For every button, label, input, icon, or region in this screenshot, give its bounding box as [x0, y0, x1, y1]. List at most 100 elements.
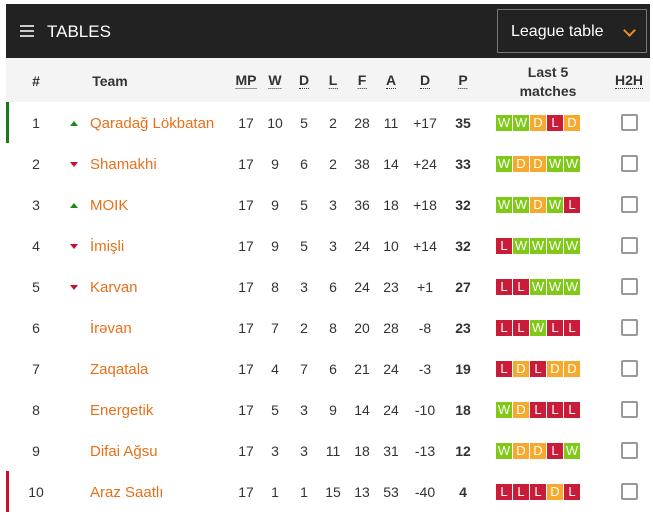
cell-d: 1 — [300, 484, 308, 500]
form-result[interactable]: D — [530, 443, 546, 459]
form-result[interactable]: W — [564, 156, 580, 172]
table-row: 5 17 8 3 6 24 23 +1 27 Karvan L L W W W — [6, 266, 650, 307]
col-w: W — [268, 72, 282, 89]
cell-a: 10 — [383, 238, 399, 254]
cell-gd: +14 — [413, 238, 437, 254]
chevron-down-icon — [623, 24, 636, 37]
form-result[interactable]: L — [564, 402, 580, 418]
form-result[interactable]: L — [564, 197, 580, 213]
h2h-checkbox[interactable] — [621, 155, 638, 172]
cell-gd: +1 — [417, 279, 433, 295]
team-link[interactable]: Qaradağ Lökbatan — [90, 115, 215, 132]
form-result[interactable]: W — [513, 115, 529, 131]
form-result[interactable]: D — [513, 443, 529, 459]
team-link[interactable]: Difai Ağsu — [90, 443, 158, 460]
form-result[interactable]: W — [513, 238, 529, 254]
trend-up-icon — [70, 203, 78, 208]
form-result[interactable]: L — [547, 115, 563, 131]
form-result[interactable]: W — [513, 197, 529, 213]
cell-gd: -3 — [418, 361, 432, 377]
form-result[interactable]: W — [564, 279, 580, 295]
h2h-checkbox[interactable] — [621, 442, 638, 459]
team-link[interactable]: İrəvan — [90, 320, 132, 337]
table-type-select[interactable]: League table — [497, 9, 647, 53]
form-result[interactable]: L — [513, 484, 529, 500]
form-result[interactable]: W — [547, 279, 563, 295]
form-result[interactable]: D — [513, 402, 529, 418]
form-result[interactable]: L — [547, 320, 563, 336]
header-title: TABLES — [47, 22, 111, 41]
form-result[interactable]: W — [496, 156, 512, 172]
table-row: 7 17 4 7 6 21 24 -3 19 Zaqatala L D L D D — [6, 348, 650, 389]
form-result[interactable]: L — [496, 361, 512, 377]
form-result[interactable]: D — [530, 115, 546, 131]
form-result[interactable]: W — [564, 443, 580, 459]
form-result[interactable]: D — [530, 197, 546, 213]
h2h-checkbox[interactable] — [621, 401, 638, 418]
form-result[interactable]: L — [547, 443, 563, 459]
form-result[interactable]: W — [547, 197, 563, 213]
team-link[interactable]: Zaqatala — [90, 361, 149, 378]
h2h-checkbox[interactable] — [621, 114, 638, 131]
h2h-checkbox[interactable] — [621, 319, 638, 336]
cell-p: 12 — [455, 443, 471, 459]
cell-p: 32 — [455, 238, 471, 254]
form-result[interactable]: W — [496, 402, 512, 418]
form-result[interactable]: W — [496, 197, 512, 213]
cell-l: 15 — [325, 484, 341, 500]
cell-f: 38 — [354, 156, 370, 172]
trend-down-icon — [70, 162, 78, 167]
cell-a: 11 — [383, 115, 399, 131]
form-result[interactable]: W — [547, 238, 563, 254]
form-result[interactable]: W — [530, 279, 546, 295]
h2h-checkbox[interactable] — [621, 196, 638, 213]
form-result[interactable]: D — [513, 361, 529, 377]
col-d: D — [298, 72, 310, 89]
form-result[interactable]: L — [513, 279, 529, 295]
cell-f: 13 — [354, 484, 370, 500]
cell-p: 19 — [455, 361, 471, 377]
h2h-checkbox[interactable] — [621, 360, 638, 377]
form-result[interactable]: L — [496, 238, 512, 254]
form-result[interactable]: L — [496, 279, 512, 295]
form-result[interactable]: D — [547, 484, 563, 500]
cell-w: 4 — [271, 361, 279, 377]
form-result[interactable]: W — [530, 238, 546, 254]
form-result[interactable]: L — [530, 402, 546, 418]
form-result[interactable]: L — [496, 484, 512, 500]
team-link[interactable]: Shamakhi — [90, 156, 157, 173]
form-result[interactable]: D — [513, 156, 529, 172]
h2h-checkbox[interactable] — [621, 237, 638, 254]
col-p: P — [458, 72, 468, 89]
team-link[interactable]: İmişli — [90, 238, 125, 255]
h2h-checkbox[interactable] — [621, 278, 638, 295]
h2h-checkbox[interactable] — [621, 483, 638, 500]
cell-d: 3 — [300, 279, 308, 295]
form-result[interactable]: W — [496, 115, 512, 131]
cell-p: 4 — [459, 484, 467, 500]
cell-f: 20 — [354, 320, 370, 336]
form-result[interactable]: W — [547, 156, 563, 172]
form-result[interactable]: L — [564, 484, 580, 500]
form-result[interactable]: D — [564, 115, 580, 131]
form-result[interactable]: L — [530, 484, 546, 500]
form-result[interactable]: L — [496, 320, 512, 336]
form-result[interactable]: L — [513, 320, 529, 336]
form-result[interactable]: D — [530, 156, 546, 172]
form-result[interactable]: W — [564, 238, 580, 254]
form-result[interactable]: D — [547, 361, 563, 377]
team-link[interactable]: Energetik — [90, 402, 154, 419]
cell-d: 5 — [300, 115, 308, 131]
form-result[interactable]: L — [547, 402, 563, 418]
form-result[interactable]: L — [530, 361, 546, 377]
team-link[interactable]: Karvan — [90, 279, 138, 296]
cell-gd: -8 — [418, 320, 432, 336]
form-result[interactable]: L — [564, 320, 580, 336]
team-link[interactable]: MOIK — [90, 197, 129, 214]
form-result[interactable]: W — [496, 443, 512, 459]
form-result[interactable]: D — [564, 361, 580, 377]
form-result[interactable]: W — [530, 320, 546, 336]
team-link[interactable]: Araz Saatlı — [90, 484, 164, 501]
